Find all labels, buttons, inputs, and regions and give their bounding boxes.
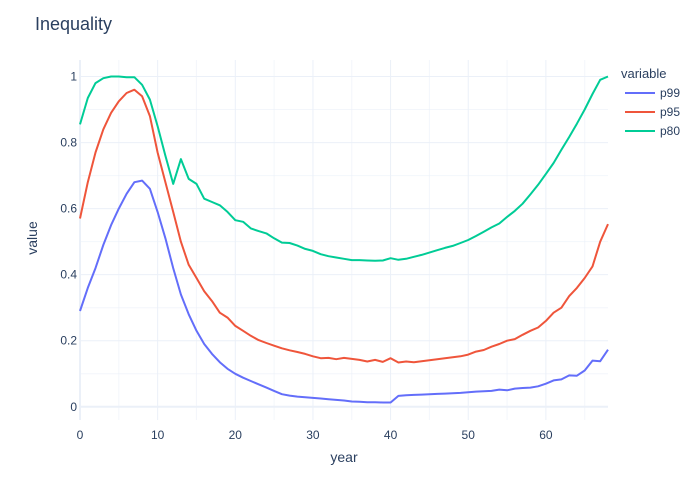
plot-area bbox=[79, 75, 609, 404]
y-tick-label: 0.2 bbox=[60, 334, 77, 348]
legend-label-p95[interactable]: p95 bbox=[660, 105, 680, 119]
series-line-p95 bbox=[79, 88, 609, 364]
y-axis-ticks: 0 0.2 0.4 0.6 0.8 1 bbox=[60, 70, 77, 414]
y-tick-label: 0.6 bbox=[60, 202, 77, 216]
y-tick-label: 1 bbox=[70, 70, 77, 84]
legend-label-p80[interactable]: p80 bbox=[660, 124, 680, 138]
chart-title: Inequality bbox=[35, 14, 112, 34]
x-tick-label: 30 bbox=[306, 428, 320, 442]
x-tick-label: 10 bbox=[151, 428, 165, 442]
x-tick-label: 20 bbox=[229, 428, 243, 442]
x-tick-label: 60 bbox=[539, 428, 553, 442]
series-line-p99 bbox=[79, 179, 609, 404]
x-tick-label: 40 bbox=[384, 428, 398, 442]
legend-label-p99[interactable]: p99 bbox=[660, 86, 680, 100]
y-tick-label: 0.4 bbox=[60, 268, 77, 282]
x-axis-ticks: 0 10 20 30 40 50 60 bbox=[77, 428, 553, 442]
legend: variable p99 p95 p80 bbox=[621, 66, 680, 138]
y-tick-label: 0.8 bbox=[60, 136, 77, 150]
x-tick-label: 50 bbox=[462, 428, 476, 442]
y-tick-label: 0 bbox=[70, 400, 77, 414]
x-axis-title: year bbox=[330, 449, 358, 465]
x-tick-label: 0 bbox=[77, 428, 84, 442]
legend-title: variable bbox=[621, 66, 667, 81]
y-axis-title: value bbox=[24, 221, 40, 255]
series-line-p80 bbox=[79, 75, 609, 262]
grid bbox=[79, 60, 608, 420]
